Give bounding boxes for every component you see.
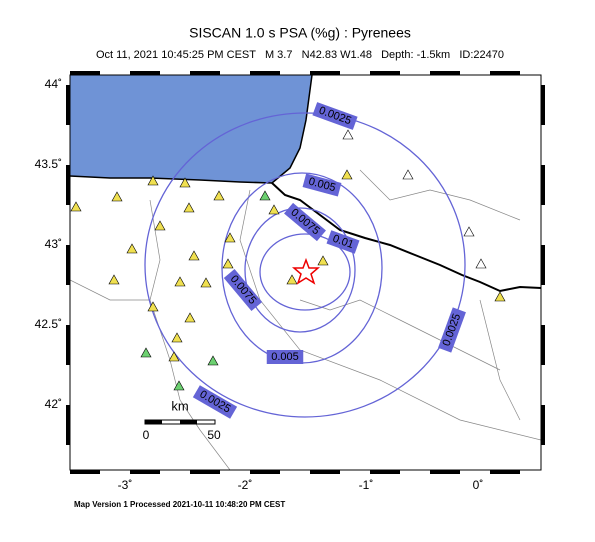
map-subtitle: Oct 11, 2021 10:45:25 PM CEST M 3.7 N42.…: [96, 49, 504, 61]
stations: [70, 129, 506, 391]
contour-label-box: [266, 350, 304, 364]
frame-tick: [430, 470, 460, 474]
station: [475, 258, 487, 269]
station: [188, 250, 200, 261]
station: [342, 129, 354, 140]
station: [213, 190, 225, 201]
map-area: km 0 50 0.00250.00250.00250.0050.0050.00…: [70, 75, 541, 470]
frame-tick: [250, 470, 280, 474]
station: [147, 175, 159, 186]
frame-tick: [370, 71, 400, 75]
contour-label-box: [223, 269, 263, 311]
scale-bar: [144, 419, 216, 425]
frame-tick: [541, 405, 545, 445]
contour-label-box: [326, 230, 360, 254]
lat-label: 44˚: [45, 77, 62, 91]
lon-label: 0˚: [473, 478, 484, 492]
coastline: [70, 75, 313, 184]
lat-label: 42˚: [45, 397, 62, 411]
station: [402, 169, 414, 180]
station: [171, 332, 183, 343]
contour-label-box: [192, 385, 238, 419]
frame-tick: [66, 325, 70, 365]
station: [224, 232, 236, 243]
station: [286, 274, 298, 285]
lon-label: -3˚: [118, 478, 133, 492]
frame-tick: [541, 165, 545, 205]
frame-tick: [66, 85, 70, 125]
station: [174, 276, 186, 287]
lon-label: -1˚: [359, 478, 374, 492]
station: [207, 355, 219, 366]
frame-tick: [310, 71, 340, 75]
contour-label: 0.01: [326, 230, 360, 254]
frame-tick: [70, 470, 100, 474]
frame: [66, 71, 545, 474]
border: [271, 182, 541, 293]
station: [183, 202, 195, 213]
footer: Map Version 1 Processed 2021-10-11 10:48…: [74, 500, 285, 509]
lon-label: -2˚: [238, 478, 253, 492]
lat-label: 43˚: [45, 237, 62, 251]
station: [317, 255, 329, 266]
frame-tick: [70, 71, 100, 75]
station: [179, 177, 191, 188]
frame-tick: [130, 71, 160, 75]
station: [494, 291, 506, 302]
frame-tick: [190, 470, 220, 474]
ocean: [70, 75, 312, 183]
frame-tick: [541, 325, 545, 365]
station: [108, 274, 120, 285]
contour-label-box: [312, 102, 358, 130]
frame-tick: [130, 470, 160, 474]
scale-label: 0: [143, 428, 150, 442]
station: [70, 201, 82, 212]
station: [111, 191, 123, 202]
contour-label-box: [302, 173, 342, 197]
station: [147, 301, 159, 312]
station: [126, 243, 138, 254]
scale-label: 50: [207, 428, 221, 442]
contour-label-box: [438, 307, 466, 353]
map-title: SISCAN 1.0 s PSA (%g) : Pyrenees: [189, 25, 411, 41]
frame-tick: [250, 71, 280, 75]
frame-tick: [541, 85, 545, 125]
frame-tick: [66, 405, 70, 445]
frame-tick: [490, 470, 520, 474]
lat-label: 42.5˚: [35, 317, 62, 331]
frame-tick: [541, 245, 545, 285]
frame-tick: [430, 71, 460, 75]
epicenter: [291, 257, 321, 285]
contour-label-box: [284, 202, 326, 242]
station: [140, 347, 152, 358]
contour-label-text: 0.005: [271, 351, 299, 363]
frame-tick: [66, 245, 70, 285]
station: [184, 312, 196, 323]
lat-label: 43.5˚: [35, 157, 62, 171]
station: [259, 190, 271, 201]
station: [463, 226, 475, 237]
station: [154, 220, 166, 231]
station: [222, 258, 234, 269]
frame-tick: [310, 470, 340, 474]
station: [200, 277, 212, 288]
station: [168, 351, 180, 362]
frame-tick: [490, 71, 520, 75]
frame-tick: [370, 470, 400, 474]
contour-label: 0.005: [266, 350, 304, 364]
station: [173, 380, 185, 391]
scale-unit: km: [171, 398, 188, 413]
contour-label: 0.005: [302, 173, 342, 197]
station: [341, 169, 353, 180]
frame-tick: [190, 71, 220, 75]
frame-tick: [66, 165, 70, 205]
station: [268, 204, 280, 215]
